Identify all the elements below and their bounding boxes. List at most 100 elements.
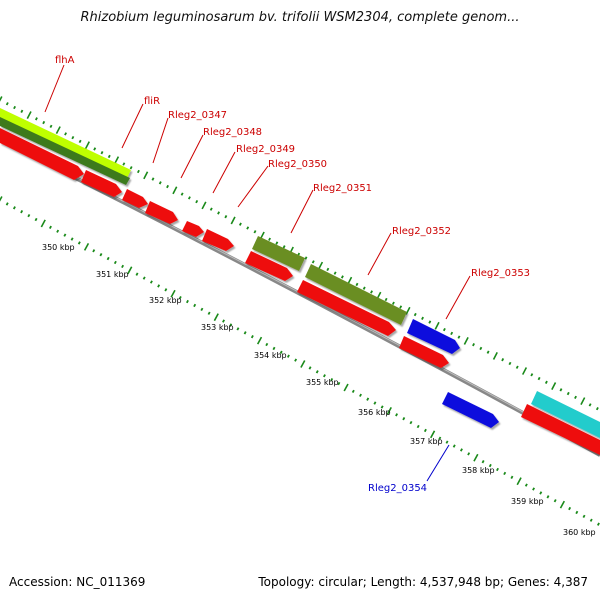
minor-tick <box>366 397 370 401</box>
minor-tick <box>544 380 548 384</box>
minor-tick <box>272 346 276 351</box>
minor-tick <box>391 301 395 305</box>
minor-tick <box>34 117 38 121</box>
minor-tick <box>337 381 341 386</box>
minor-tick <box>107 154 111 159</box>
scale-label: 356 kbp <box>358 408 391 417</box>
major-tick <box>0 196 3 202</box>
minor-tick <box>459 448 463 452</box>
minor-tick <box>539 491 543 495</box>
minor-tick <box>193 303 197 308</box>
minor-tick <box>20 109 24 113</box>
minor-tick <box>157 284 161 288</box>
minor-tick <box>486 350 490 354</box>
minor-tick <box>135 272 139 276</box>
minor-tick <box>575 510 579 515</box>
minor-tick <box>589 518 593 522</box>
minor-tick <box>63 233 67 237</box>
minor-tick <box>442 327 446 332</box>
minor-tick <box>380 405 384 409</box>
minor-tick <box>195 199 199 204</box>
minor-tick <box>268 237 271 241</box>
gene-label-flha[interactable]: flhA <box>55 55 75 66</box>
gene-label-rleg2-0347[interactable]: Rleg2_0347 <box>168 110 227 121</box>
gene-label-rleg2-0349[interactable]: Rleg2_0349 <box>236 144 295 155</box>
cds-rleg2-0353b <box>399 336 449 368</box>
major-tick <box>26 111 32 119</box>
upper-tick-track <box>0 96 599 411</box>
cds-rleg2-0354 <box>442 392 499 428</box>
minor-tick <box>428 320 432 324</box>
minor-tick <box>488 463 492 468</box>
feature-olive-1 <box>252 236 305 271</box>
gene-label-flir[interactable]: fliR <box>144 96 160 107</box>
gene-label-rleg2-0350[interactable]: Rleg2_0350 <box>268 159 327 170</box>
minor-tick <box>595 406 599 411</box>
major-tick <box>83 242 90 251</box>
minor-tick <box>178 295 182 300</box>
minor-tick <box>217 211 220 215</box>
minor-tick <box>5 202 9 206</box>
minor-tick <box>229 323 233 327</box>
major-tick <box>343 383 349 392</box>
minor-tick <box>479 346 483 351</box>
major-tick <box>516 477 522 486</box>
minor-tick <box>122 162 126 166</box>
gene-label-rleg2-0348[interactable]: Rleg2_0348 <box>203 127 262 138</box>
minor-tick <box>559 388 563 392</box>
minor-tick <box>294 358 298 362</box>
gene-labels: flhA fliR Rleg2_0347 Rleg2_0348 Rleg2_03… <box>55 55 530 494</box>
minor-tick <box>187 196 191 200</box>
minor-tick <box>253 230 257 234</box>
scale-label: 353 kbp <box>201 323 234 332</box>
gene-label-rleg2-0354[interactable]: Rleg2_0354 <box>368 483 427 494</box>
minor-tick <box>532 487 536 491</box>
minor-tick <box>13 105 17 110</box>
cds-track <box>0 128 600 455</box>
minor-tick <box>49 225 52 229</box>
gene-label-rleg2-0352[interactable]: Rleg2_0352 <box>392 226 451 237</box>
minor-tick <box>457 335 461 339</box>
minor-tick <box>566 391 570 396</box>
minor-tick <box>421 316 424 320</box>
minor-tick <box>373 401 377 405</box>
minor-tick <box>553 499 557 503</box>
minor-tick <box>515 365 519 369</box>
major-tick <box>521 367 528 375</box>
minor-tick <box>166 184 169 189</box>
minor-tick <box>64 132 68 136</box>
minor-tick <box>582 514 586 519</box>
minor-tick <box>207 311 211 315</box>
major-tick <box>559 500 566 509</box>
minor-tick <box>93 147 97 151</box>
minor-tick <box>100 151 104 155</box>
minor-tick <box>413 312 417 317</box>
map-title: Rhizobium leguminosarum bv. trifolii WSM… <box>80 10 520 25</box>
lower-scale-track <box>0 196 600 526</box>
scale-label: 350 kbp <box>42 243 75 252</box>
minor-tick <box>568 506 572 511</box>
major-tick <box>40 219 46 228</box>
minor-tick <box>113 260 117 265</box>
minor-tick <box>510 475 514 479</box>
minor-tick <box>200 307 204 312</box>
minor-tick <box>359 393 362 397</box>
gene-label-rleg2-0351[interactable]: Rleg2_0351 <box>313 183 372 194</box>
major-tick <box>430 430 436 439</box>
minor-tick <box>49 124 53 129</box>
minor-tick <box>524 483 528 487</box>
scale-label: 354 kbp <box>254 351 287 360</box>
cds-rleg2-0353 <box>407 319 460 354</box>
minor-tick <box>596 522 600 526</box>
major-tick <box>213 313 219 322</box>
major-tick <box>55 126 61 135</box>
minor-tick <box>452 444 456 448</box>
major-tick <box>172 186 178 195</box>
minor-tick <box>351 389 355 394</box>
minor-tick <box>238 222 242 226</box>
minor-tick <box>164 288 168 292</box>
gene-label-rleg2-0353[interactable]: Rleg2_0353 <box>471 268 530 279</box>
minor-tick <box>308 366 312 370</box>
minor-tick <box>236 327 240 331</box>
minor-tick <box>224 215 228 219</box>
